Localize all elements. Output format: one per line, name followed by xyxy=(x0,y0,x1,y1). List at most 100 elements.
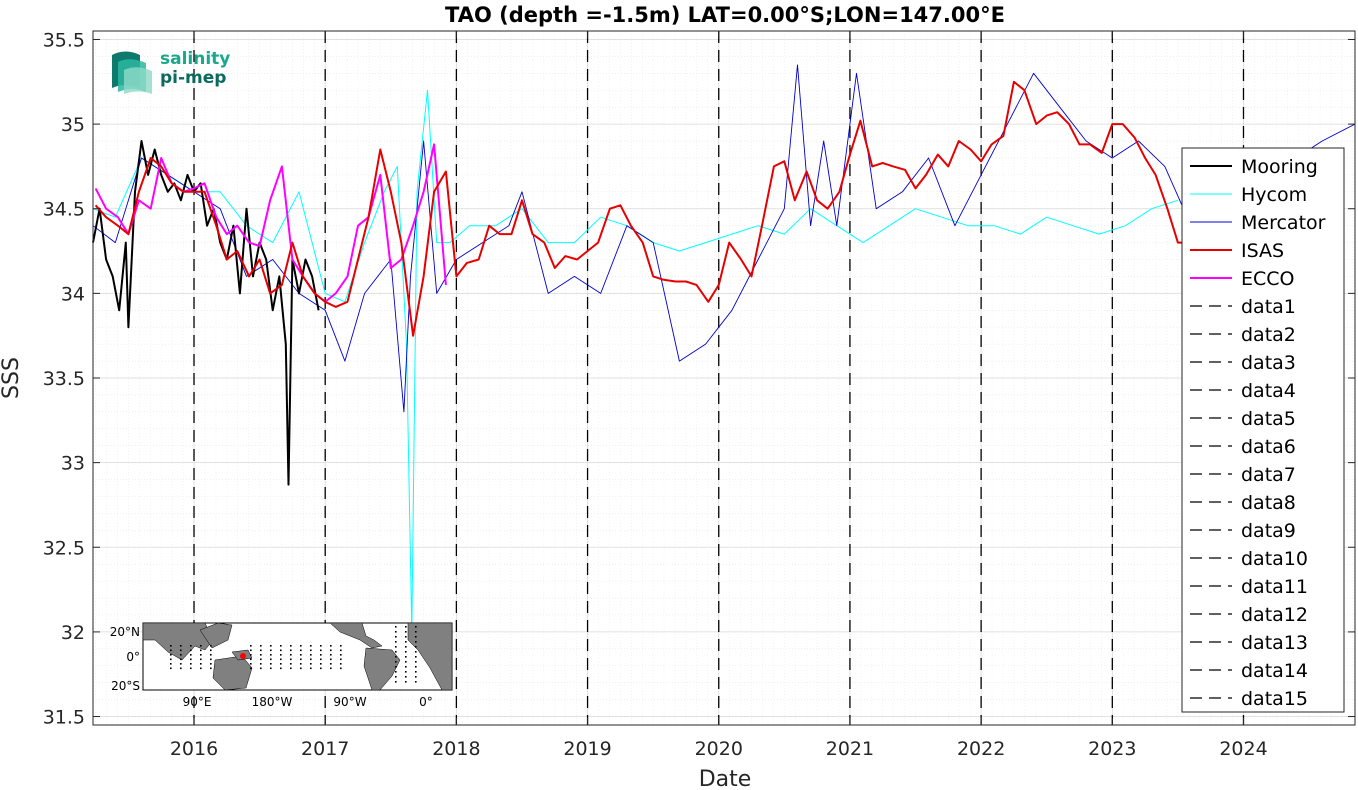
mooring-site xyxy=(170,658,172,661)
mooring-site xyxy=(250,663,252,665)
x-tick-label: 2019 xyxy=(563,738,611,760)
mooring-site xyxy=(395,631,397,633)
map-lat-label-south: 20°S xyxy=(111,679,140,693)
mooring-site xyxy=(200,667,202,670)
mooring-site xyxy=(300,649,302,652)
mooring-site xyxy=(395,636,397,638)
legend-label-isas: ISAS xyxy=(1241,240,1284,262)
mooring-site xyxy=(330,649,332,652)
y-tick-label: 32.5 xyxy=(43,537,85,559)
y-tick-label: 34.5 xyxy=(43,199,85,221)
logo-wave-icon-3 xyxy=(124,67,152,94)
mooring-site xyxy=(405,676,407,678)
map-lon-label-0: 0° xyxy=(419,695,433,709)
mooring-site xyxy=(180,649,182,652)
mooring-site xyxy=(405,661,407,663)
mooring-site xyxy=(415,681,417,683)
south-america-landmass xyxy=(363,647,401,691)
y-tick-label: 34 xyxy=(61,283,85,305)
legend-label-data12: data12 xyxy=(1241,604,1308,626)
x-tick-label: 2017 xyxy=(301,738,349,760)
mooring-site xyxy=(180,654,182,656)
legend-label-data9: data9 xyxy=(1241,520,1296,542)
mooring-site xyxy=(320,645,322,647)
x-axis: 2016 2017 2018 2019 2020 2021 2022 2023 2024 xyxy=(170,31,1268,760)
mooring-site xyxy=(415,626,417,628)
mooring-site xyxy=(310,667,312,670)
mooring-site xyxy=(405,641,407,643)
mooring-site xyxy=(405,671,407,673)
mooring-site xyxy=(415,676,417,678)
mooring-site xyxy=(340,658,342,661)
mooring-site xyxy=(330,667,332,670)
mooring-site xyxy=(270,667,272,670)
mooring-site xyxy=(320,663,322,665)
mooring-site xyxy=(200,654,202,656)
mooring-site xyxy=(405,681,407,683)
mooring-site xyxy=(290,645,292,647)
mooring-site xyxy=(170,645,172,647)
mooring-site xyxy=(250,667,252,670)
y-tick-label: 35.5 xyxy=(43,29,85,51)
y-tick-label: 32 xyxy=(61,622,85,644)
x-tick-label: 2023 xyxy=(1088,738,1136,760)
y-axis-title: SSS xyxy=(0,357,24,399)
mooring-site xyxy=(405,636,407,638)
legend-label-data1: data1 xyxy=(1241,296,1296,318)
mooring-site xyxy=(170,654,172,656)
mooring-site xyxy=(405,631,407,633)
mooring-site xyxy=(330,654,332,656)
mooring-site xyxy=(310,645,312,647)
mooring-site xyxy=(300,645,302,647)
mooring-site xyxy=(310,654,312,656)
mooring-site xyxy=(320,667,322,670)
logo-line1: salinity xyxy=(160,49,230,69)
mooring-site xyxy=(280,645,282,647)
x-axis-title: Date xyxy=(699,767,752,790)
y-tick-label: 33 xyxy=(61,453,85,475)
mooring-site xyxy=(415,656,417,658)
series-line-mercator xyxy=(92,64,1356,413)
mooring-site xyxy=(210,654,212,656)
mooring-site xyxy=(270,649,272,652)
legend-label-data6: data6 xyxy=(1241,436,1296,458)
central-america-landmass xyxy=(329,622,383,649)
mooring-site xyxy=(190,649,192,652)
mooring-site xyxy=(270,654,272,656)
mooring-site xyxy=(170,667,172,670)
legend-label-data7: data7 xyxy=(1241,464,1296,486)
mooring-site xyxy=(200,649,202,652)
mooring-site xyxy=(300,663,302,665)
map-lon-label-90w: 90°W xyxy=(333,695,366,709)
mooring-site xyxy=(260,654,262,656)
mooring-site xyxy=(270,658,272,661)
mooring-site xyxy=(200,663,202,665)
mooring-site xyxy=(270,663,272,665)
series-line-isas xyxy=(94,80,1185,337)
y-tick-label: 33.5 xyxy=(43,368,85,390)
mooring-site xyxy=(260,645,262,647)
mooring-site xyxy=(340,667,342,670)
legend-label-data5: data5 xyxy=(1241,408,1296,430)
mooring-site xyxy=(190,654,192,656)
mooring-site xyxy=(405,646,407,648)
mooring-site xyxy=(250,649,252,652)
mooring-site xyxy=(280,649,282,652)
mooring-site xyxy=(330,663,332,665)
mooring-site xyxy=(415,646,417,648)
legend-label-data13: data13 xyxy=(1241,632,1308,654)
mooring-site xyxy=(290,654,292,656)
map-lon-label-180w: 180°W xyxy=(252,695,293,709)
series-line-mooring xyxy=(92,140,320,486)
mooring-site xyxy=(340,654,342,656)
map-lat-label-north: 20°N xyxy=(110,625,140,639)
series-layer xyxy=(92,64,1356,633)
y-tick-label: 35 xyxy=(61,114,85,136)
logo-line2: pi-mep xyxy=(160,68,226,88)
mooring-site xyxy=(320,649,322,652)
mooring-site xyxy=(260,663,262,665)
mooring-site xyxy=(250,645,252,647)
mooring-site xyxy=(415,631,417,633)
legend-label-data2: data2 xyxy=(1241,324,1296,346)
mooring-site xyxy=(395,626,397,628)
